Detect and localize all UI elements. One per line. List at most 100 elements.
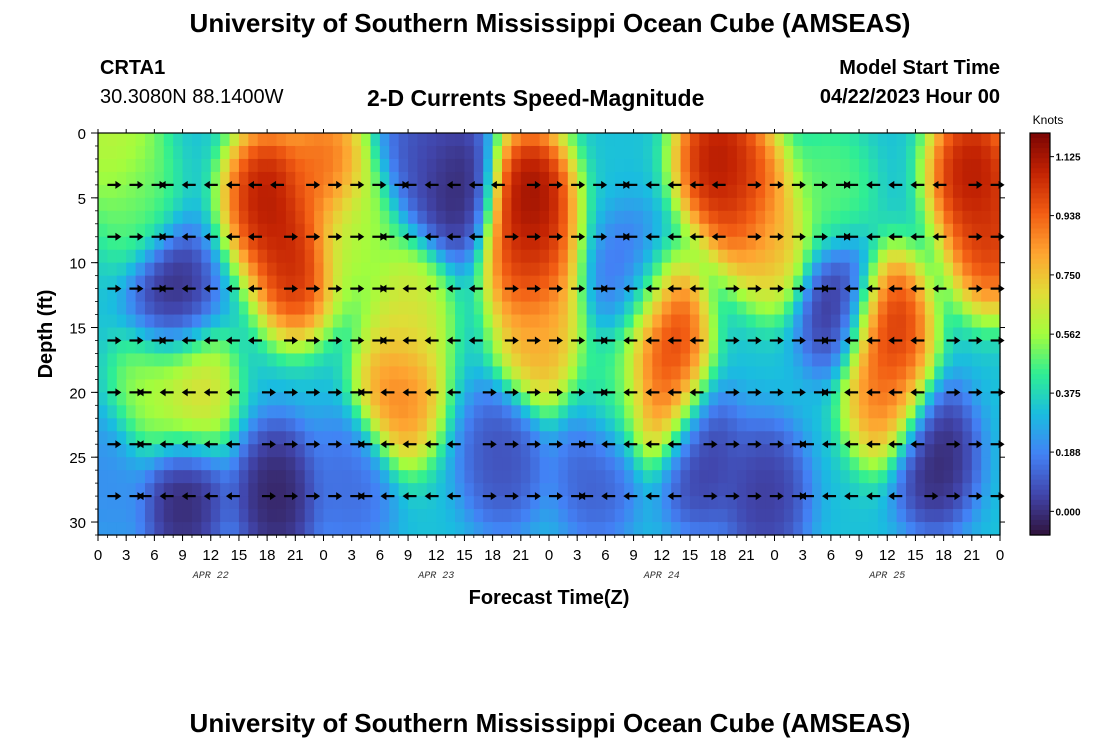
heatmap-cell xyxy=(248,340,259,355)
heatmap-cell xyxy=(445,171,456,186)
heatmap-cell xyxy=(511,249,522,264)
heatmap-cell xyxy=(530,210,541,225)
heatmap-cell xyxy=(896,509,907,523)
colorbar-segment xyxy=(1030,233,1050,240)
heatmap-cell xyxy=(652,262,663,277)
heatmap-cell xyxy=(379,379,390,393)
heatmap-cell xyxy=(248,496,259,510)
current-vector xyxy=(504,492,519,501)
heatmap-cell xyxy=(389,184,400,199)
heatmap-cell xyxy=(943,431,954,445)
heatmap-cell xyxy=(314,353,325,368)
colorbar-segment xyxy=(1030,364,1050,370)
heatmap-cell xyxy=(314,145,325,160)
heatmap-cell xyxy=(699,509,710,523)
heatmap-cell xyxy=(426,327,437,342)
heatmap-cell xyxy=(934,366,945,380)
heatmap-cell xyxy=(877,522,888,536)
heatmap-cell xyxy=(342,184,353,199)
heatmap-cell xyxy=(887,522,898,536)
heatmap-cell xyxy=(332,171,343,186)
heatmap-cell xyxy=(774,470,785,484)
heatmap-cell xyxy=(295,470,306,484)
heatmap-cell xyxy=(389,457,400,471)
heatmap-cell xyxy=(924,223,935,238)
heatmap-cell xyxy=(736,418,747,432)
heatmap-cell xyxy=(652,223,663,238)
heatmap-cell xyxy=(642,288,653,303)
colorbar-segment xyxy=(1030,444,1050,451)
heatmap-cell xyxy=(173,288,184,303)
heatmap-cell xyxy=(267,288,278,303)
heatmap-cell xyxy=(971,288,982,303)
heatmap-cell xyxy=(642,379,653,393)
heatmap-cell xyxy=(821,171,832,186)
heatmap-cell xyxy=(257,314,268,329)
current-vector xyxy=(402,284,417,293)
heatmap-cell xyxy=(624,353,635,368)
heatmap-cell xyxy=(840,301,851,316)
heatmap-cell xyxy=(473,509,484,523)
current-vector xyxy=(129,336,144,345)
heatmap-cell xyxy=(605,379,616,393)
heatmap-cell xyxy=(163,392,174,406)
heatmap-cell xyxy=(539,236,550,251)
heatmap-cell xyxy=(267,457,278,471)
heatmap-cell xyxy=(624,249,635,264)
heatmap-cell xyxy=(812,379,823,393)
current-vector xyxy=(446,232,461,241)
heatmap-cell xyxy=(765,236,776,251)
heatmap-cell xyxy=(332,509,343,523)
heatmap-cell xyxy=(830,288,841,303)
heatmap-cell xyxy=(342,483,353,497)
current-vector xyxy=(571,284,586,293)
heatmap-cell xyxy=(906,262,917,277)
heatmap-cell xyxy=(182,457,193,471)
heatmap-cell xyxy=(868,171,879,186)
heatmap-cell xyxy=(257,158,268,173)
heatmap-cell xyxy=(736,327,747,342)
heatmap-cell xyxy=(915,262,926,277)
heatmap-cell xyxy=(342,197,353,212)
heatmap-cell xyxy=(812,184,823,199)
heatmap-cell xyxy=(614,145,625,160)
heatmap-cell xyxy=(595,184,606,199)
heatmap-cell xyxy=(774,496,785,510)
heatmap-cell xyxy=(492,457,503,471)
heatmap-cell xyxy=(614,431,625,445)
heatmap-cell xyxy=(464,444,475,458)
heatmap-cell xyxy=(154,301,165,316)
heatmap-cell xyxy=(605,158,616,173)
heatmap-cell xyxy=(473,340,484,355)
heatmap-cell xyxy=(173,197,184,212)
heatmap-cell xyxy=(718,301,729,316)
heatmap-cell xyxy=(473,145,484,160)
heatmap-cell xyxy=(718,379,729,393)
heatmap-cell xyxy=(812,431,823,445)
colorbar-segment xyxy=(1030,168,1050,174)
current-vector xyxy=(380,492,395,501)
heatmap-cell xyxy=(624,392,635,406)
heatmap-cell xyxy=(238,340,249,355)
current-vector xyxy=(813,232,828,241)
heatmap-cell xyxy=(896,288,907,303)
colorbar-segment xyxy=(1030,379,1050,385)
heatmap-cell xyxy=(530,171,541,186)
heatmap-cell xyxy=(849,262,860,277)
heatmap-cell xyxy=(248,509,259,523)
heatmap-cell xyxy=(567,314,578,329)
heatmap-cell xyxy=(370,301,381,316)
heatmap-cell xyxy=(802,509,813,523)
date-label: APR 25 xyxy=(868,571,905,582)
heatmap-cell xyxy=(511,223,522,238)
heatmap-cell xyxy=(370,496,381,510)
heatmap-cell xyxy=(840,197,851,212)
heatmap-cell xyxy=(304,314,315,329)
heatmap-cell xyxy=(934,470,945,484)
heatmap-cell xyxy=(361,288,372,303)
heatmap-cell xyxy=(464,223,475,238)
heatmap-cell xyxy=(699,379,710,393)
heatmap-cell xyxy=(285,509,296,523)
heatmap-cell xyxy=(332,158,343,173)
heatmap-cell xyxy=(877,275,888,290)
